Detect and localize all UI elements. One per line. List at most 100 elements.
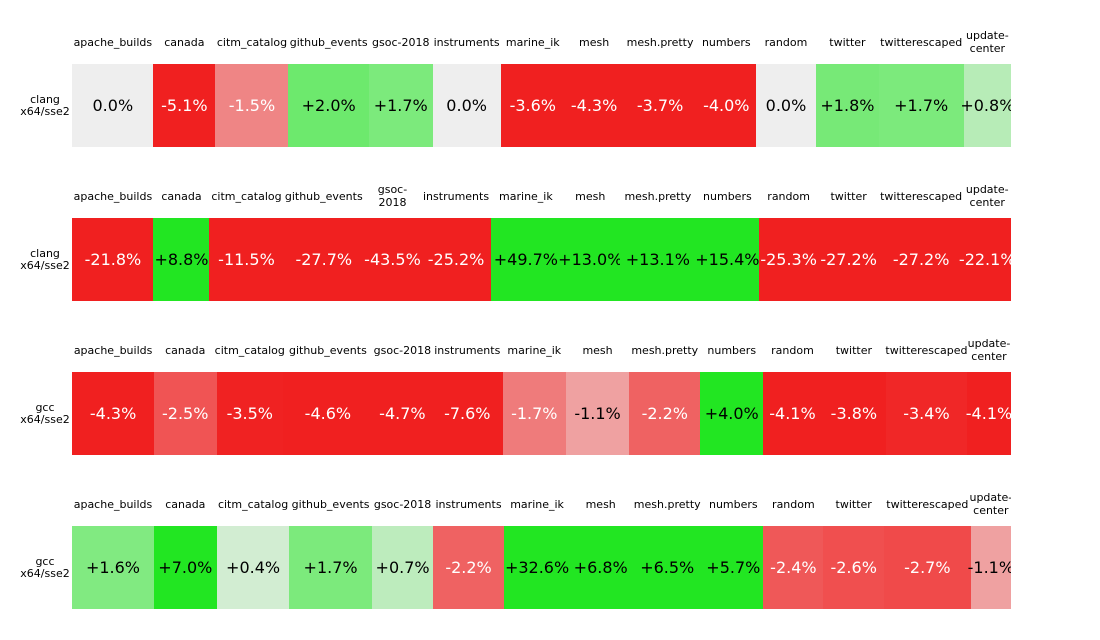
heatmap-cell: -3.6% (500, 63, 565, 147)
cell-value: -3.4% (903, 403, 950, 423)
heatmap-cell: 0.0% (432, 63, 501, 147)
column-header: random (764, 35, 808, 49)
column-header: twitter (835, 343, 873, 357)
heatmap-cell: +15.4% (695, 217, 760, 301)
heatmap-cell: -2.2% (629, 371, 701, 455)
cell-value: +49.7% (493, 249, 558, 269)
heatmap-cell: -3.4% (885, 371, 967, 455)
column-header: apache_builds (73, 497, 153, 511)
column-header: mesh.pretty (626, 35, 694, 49)
cell-value: +0.7% (375, 557, 430, 577)
heatmap-cell: +1.6% (72, 525, 154, 609)
heatmap-cell: -27.2% (878, 217, 964, 301)
heatmap-cell: -25.3% (758, 217, 819, 301)
cell-value: -3.5% (226, 403, 273, 423)
heatmap-cell: -5.1% (153, 63, 216, 147)
column-header: apache_builds (73, 343, 153, 357)
column-header: mesh.pretty (624, 189, 692, 203)
heatmap-band: apache_builds -4.3% canada -2.5% citm_catalo… (72, 330, 1011, 455)
heatmap-cell: +13.1% (619, 217, 696, 301)
row-label-line: x64/sse2 (20, 413, 70, 427)
cell-value: -27.2% (892, 249, 950, 269)
column-header: citm_catalog (217, 497, 289, 511)
cell-value: +13.1% (625, 249, 690, 269)
column-header: random (771, 343, 814, 357)
column-header: github_events (291, 497, 370, 511)
heatmap-cell: -1.5% (215, 63, 289, 147)
cell-value: +8.8% (154, 249, 209, 269)
cell-value: +1.6% (85, 557, 141, 577)
heatmap-cell: +1.7% (368, 63, 433, 147)
column-header: numbers (707, 343, 757, 357)
cell-value: -1.1% (574, 403, 621, 423)
heatmap-cell: -2.7% (883, 525, 971, 609)
cell-value: -1.7% (511, 403, 558, 423)
heatmap-cell: -4.6% (282, 371, 373, 455)
column-header: numbers (708, 497, 758, 511)
heatmap-cell: 0.0% (72, 63, 154, 147)
column-header: instruments (435, 497, 502, 511)
cell-value: -4.1% (965, 403, 1011, 423)
cell-value: 0.0% (446, 95, 487, 115)
cell-value: -4.3% (89, 403, 137, 423)
heatmap-cell: -3.7% (623, 63, 697, 147)
column-header: update- center (969, 491, 1011, 518)
heatmap-cell: -21.8% (72, 217, 154, 301)
heatmap-band: apache_builds +1.6% canada +7.0% citm_catalo… (72, 484, 1011, 609)
column-header: gsoc-2018 (373, 497, 432, 511)
cell-value: +0.4% (226, 557, 281, 577)
column-header: canada (165, 343, 206, 357)
column-header: github_events (284, 189, 363, 203)
cell-value: +32.6% (504, 557, 570, 577)
heatmap-cell: +0.4% (217, 525, 290, 609)
column-header: numbers (701, 35, 751, 49)
column-header: twitterescaped (886, 497, 969, 511)
heatmap-cell: -2.5% (153, 371, 217, 455)
cell-value: -2.2% (641, 403, 688, 423)
cell-value: -4.1% (769, 403, 816, 423)
heatmap-band: apache_builds 0.0% canada -5.1% citm_catalog… (72, 22, 1011, 147)
cell-value: 0.0% (765, 95, 807, 115)
heatmap-cell: +8.8% (153, 217, 210, 301)
heatmap-cell: -4.1% (763, 371, 822, 455)
column-header: marine_ik (507, 343, 562, 357)
cell-value: -2.2% (445, 557, 492, 577)
column-header: mesh (582, 343, 613, 357)
cell-value: +1.7% (373, 95, 428, 115)
column-header: twitter (830, 189, 867, 203)
cell-value: +2.0% (301, 95, 356, 115)
column-header: gsoc-2018 (372, 35, 430, 49)
heatmap-cell: +7.0% (153, 525, 218, 609)
row-label-line: gcc (35, 401, 55, 415)
cell-value: -2.7% (904, 557, 951, 577)
heatmap-cell: -3.5% (216, 371, 283, 455)
heatmap-cell: -25.2% (420, 217, 492, 301)
cell-value: -27.2% (820, 249, 877, 269)
heatmap-cell: +1.7% (289, 525, 373, 609)
row-label: clang x64/sse2 (0, 218, 90, 301)
heatmap-cell: +49.7% (491, 217, 561, 301)
column-header: gsoc-2018 (373, 343, 432, 357)
cell-value: +0.8% (960, 95, 1011, 115)
cell-value: +7.0% (158, 557, 213, 577)
column-header: mesh (578, 35, 610, 49)
heatmap-cell: +32.6% (503, 525, 571, 609)
cell-value: -4.3% (570, 95, 618, 115)
cell-value: -1.1% (967, 557, 1011, 577)
cell-value: +6.5% (640, 557, 695, 577)
heatmap-cell: +6.8% (570, 525, 632, 609)
heatmap-cell: -4.0% (696, 63, 756, 147)
heatmap-cell: +0.8% (960, 63, 1011, 147)
cell-value: -3.8% (830, 403, 878, 423)
heatmap-cell: +0.7% (372, 525, 434, 609)
cell-value: -3.7% (636, 95, 684, 115)
column-header: apache_builds (73, 189, 153, 203)
row-label-line: clang (30, 93, 60, 107)
column-header: twitter (829, 35, 866, 49)
heatmap-cell: -4.1% (965, 371, 1011, 455)
row-label: gcc x64/sse2 (0, 372, 90, 455)
column-header: marine_ik (505, 35, 560, 49)
heatmap-cell: -7.6% (431, 371, 503, 455)
heatmap-band: apache_builds -21.8% canada +8.8% citm_catal… (72, 176, 1011, 301)
